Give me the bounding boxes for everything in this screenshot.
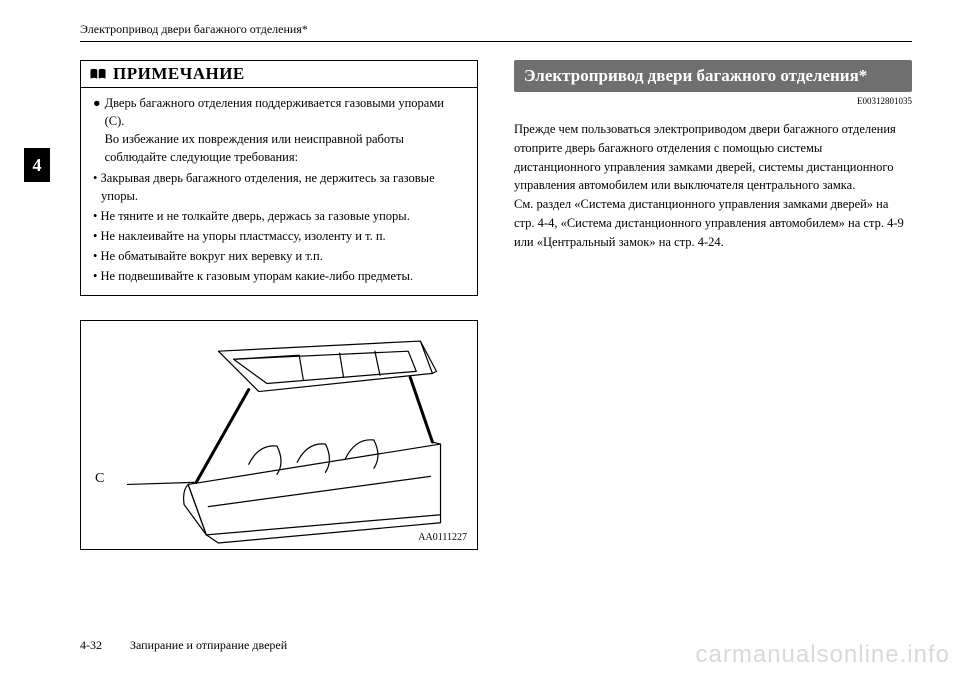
note-box: ПРИМЕЧАНИЕ ● Дверь багажного отделения п… [80,60,478,296]
section-code: E00312801035 [514,96,912,106]
note-item: • Не обматывайте вокруг них веревку и т.… [93,247,465,265]
section-title-banner: Электропривод двери багажного отделения* [514,60,912,92]
note-header: ПРИМЕЧАНИЕ [81,61,477,88]
book-icon [89,67,107,81]
watermark: carmanualsonline.info [696,641,950,669]
note-item-text: Не тяните и не толкайте дверь, держась з… [101,209,410,223]
note-item: • Закрывая дверь багажного отделения, не… [93,169,465,205]
tailgate-illustration [91,333,467,545]
note-item-text: Закрывая дверь багажного отделения, не д… [101,171,435,203]
header-rule [80,41,912,42]
section-body: Прежде чем пользоваться электроприводом … [514,120,912,251]
right-column: Электропривод двери багажного отделения*… [514,60,912,550]
note-body: ● Дверь багажного отделения поддерживает… [81,88,477,295]
note-title: ПРИМЕЧАНИЕ [113,64,245,84]
note-lead-text: Дверь багажного отделения поддерживается… [105,94,465,167]
note-item-text: Не наклеивайте на упоры пластмассу, изол… [101,229,386,243]
page-number: 4-32 [80,638,102,653]
chapter-tab: 4 [24,148,50,182]
note-item: • Не подвешивайте к газовым упорам какие… [93,267,465,285]
note-item-text: Не обматывайте вокруг них веревку и т.п. [101,249,323,263]
running-head: Электропривод двери багажного отделения* [80,22,912,37]
page-footer: 4-32 Запирание и отпирание дверей [80,638,287,653]
note-item-text: Не подвешивайте к газовым упорам какие-л… [101,269,413,283]
figure-code: AA0111227 [418,532,467,543]
figure-box: C AA0111227 [80,320,478,550]
chapter-name: Запирание и отпирание дверей [130,638,287,653]
note-item: • Не тяните и не толкайте дверь, держась… [93,207,465,225]
note-item: • Не наклеивайте на упоры пластмассу, из… [93,227,465,245]
note-lead-bullet: ● [93,94,105,167]
figure-callout-c: C [95,471,104,487]
left-column: ПРИМЕЧАНИЕ ● Дверь багажного отделения п… [80,60,478,550]
